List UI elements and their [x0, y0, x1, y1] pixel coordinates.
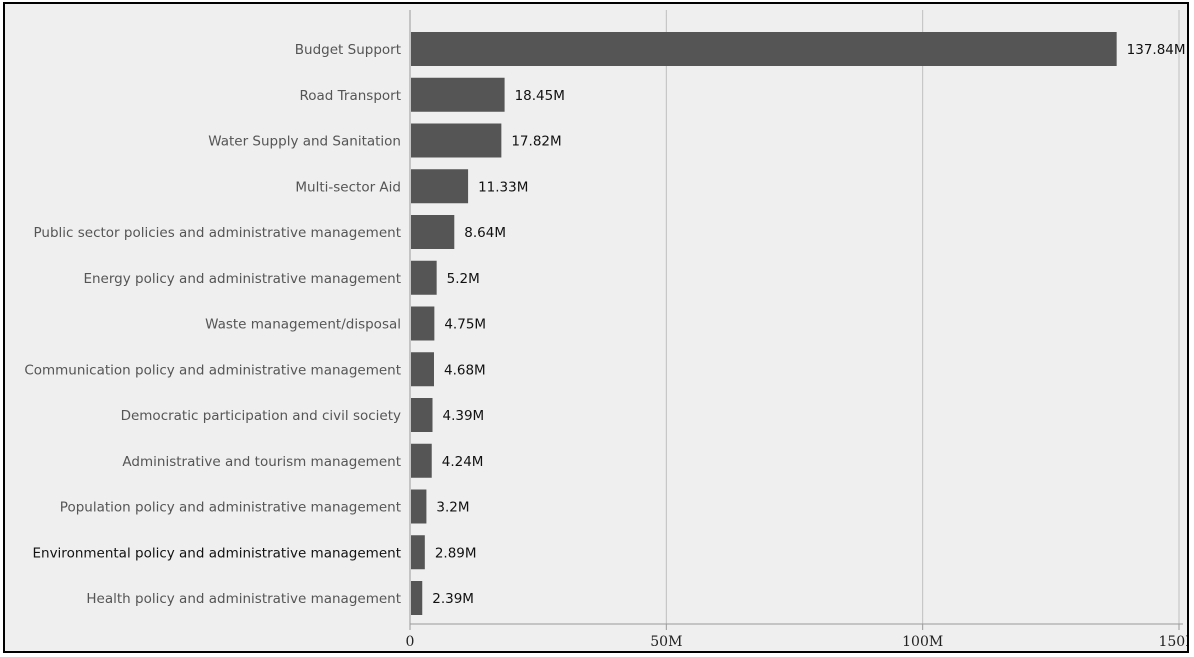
- bar-0: [411, 32, 1117, 66]
- category-label-0: Budget Support: [295, 42, 401, 58]
- bar-6: [411, 306, 435, 341]
- x-tick-label-1: 50M: [650, 634, 682, 650]
- value-label-0: 137.84M: [1127, 42, 1186, 58]
- category-label-9: Administrative and tourism management: [122, 454, 401, 470]
- bar-chart: 0 50M 100M 150M Budget Support 137.84M Road Tr…: [24, 10, 1187, 650]
- bar-12: [411, 581, 423, 615]
- bar-4: [411, 215, 455, 249]
- category-label-10: Population policy and administrative man…: [60, 500, 401, 516]
- x-tick-label-2: 100M: [902, 634, 943, 650]
- value-label-11: 2.89M: [435, 545, 477, 561]
- category-label-2: Water Supply and Sanitation: [208, 134, 401, 150]
- value-label-8: 4.39M: [443, 408, 485, 424]
- value-label-9: 4.24M: [442, 454, 484, 470]
- category-label-1: Road Transport: [299, 88, 401, 104]
- bar-11: [411, 535, 425, 570]
- value-label-4: 8.64M: [464, 225, 506, 241]
- category-label-4: Public sector policies and administrativ…: [34, 225, 402, 241]
- x-tick-label-3: 150M: [1158, 634, 1187, 650]
- bar-7: [411, 352, 434, 387]
- bar-8: [411, 398, 433, 432]
- category-label-3: Multi-sector Aid: [295, 179, 401, 195]
- bar-10: [411, 489, 427, 524]
- value-label-10: 3.2M: [436, 500, 469, 516]
- value-label-5: 5.2M: [447, 271, 480, 287]
- value-label-7: 4.68M: [444, 362, 486, 378]
- category-label-11: Environmental policy and administrative …: [32, 545, 401, 561]
- bar-2: [411, 123, 502, 158]
- value-label-12: 2.39M: [432, 591, 474, 607]
- bar-9: [411, 443, 432, 478]
- value-label-1: 18.45M: [515, 88, 565, 104]
- bar-3: [411, 169, 469, 204]
- x-tick-label-0: 0: [406, 634, 415, 650]
- category-label-5: Energy policy and administrative managem…: [83, 271, 401, 287]
- bar-1: [411, 77, 505, 112]
- chart-frame: 0 50M 100M 150M Budget Support 137.84M Road Tr…: [3, 2, 1189, 653]
- value-label-3: 11.33M: [478, 179, 528, 195]
- value-label-6: 4.75M: [444, 317, 486, 333]
- category-label-7: Communication policy and administrative …: [24, 362, 401, 378]
- category-label-8: Democratic participation and civil socie…: [121, 408, 401, 424]
- bar-5: [411, 260, 437, 295]
- category-label-12: Health policy and administrative managem…: [86, 591, 401, 607]
- value-label-2: 17.82M: [511, 134, 561, 150]
- category-label-6: Waste management/disposal: [205, 317, 401, 333]
